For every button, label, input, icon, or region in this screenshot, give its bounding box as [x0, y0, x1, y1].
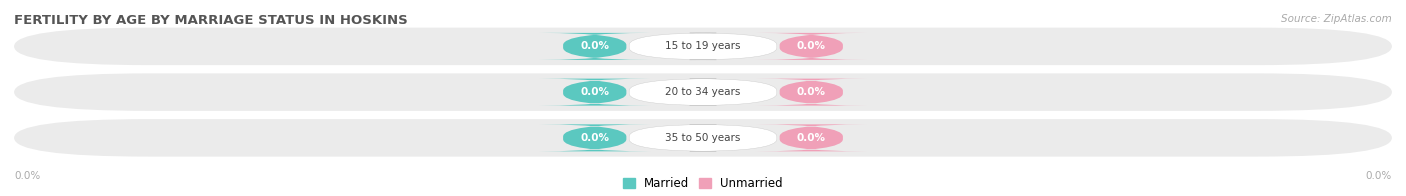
Text: 35 to 50 years: 35 to 50 years	[665, 133, 741, 143]
Text: FERTILITY BY AGE BY MARRIAGE STATUS IN HOSKINS: FERTILITY BY AGE BY MARRIAGE STATUS IN H…	[14, 14, 408, 27]
Text: 0.0%: 0.0%	[797, 41, 825, 51]
Text: 0.0%: 0.0%	[581, 133, 609, 143]
Text: 0.0%: 0.0%	[581, 87, 609, 97]
Text: 0.0%: 0.0%	[797, 87, 825, 97]
Text: 0.0%: 0.0%	[14, 171, 41, 181]
Text: 15 to 19 years: 15 to 19 years	[665, 41, 741, 51]
Text: 20 to 34 years: 20 to 34 years	[665, 87, 741, 97]
Text: 0.0%: 0.0%	[797, 133, 825, 143]
Text: 0.0%: 0.0%	[1365, 171, 1392, 181]
Legend: Married, Unmarried: Married, Unmarried	[623, 177, 783, 190]
Text: 0.0%: 0.0%	[581, 41, 609, 51]
Text: Source: ZipAtlas.com: Source: ZipAtlas.com	[1281, 14, 1392, 24]
